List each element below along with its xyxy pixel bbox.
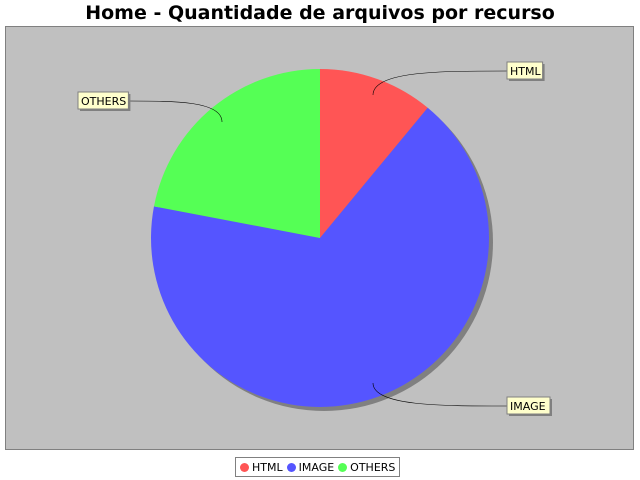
pie-label-text: HTML — [510, 65, 541, 78]
pie-label-image: IMAGE — [372, 382, 552, 416]
pie-slice-html — [320, 69, 428, 238]
legend-label: OTHERS — [350, 460, 396, 474]
chart-title: Home - Quantidade de arquivos por recurs… — [85, 2, 555, 24]
leader-line — [372, 382, 508, 407]
legend-item-html: HTML — [240, 461, 283, 474]
legend: HTML IMAGE OTHERS — [235, 457, 401, 477]
pie-label-text: OTHERS — [81, 95, 126, 108]
legend-label: IMAGE — [298, 460, 335, 474]
legend-swatch — [240, 462, 249, 472]
legend-item-others: OTHERS — [338, 461, 395, 474]
pie-slice-image — [150, 107, 490, 407]
pie-label-html: HTML — [372, 61, 545, 96]
leader-line — [128, 100, 223, 123]
pie-label-others: OTHERS — [77, 91, 223, 123]
legend-item-image: IMAGE — [286, 460, 335, 474]
leader-line — [372, 70, 508, 96]
legend-swatch — [338, 462, 348, 472]
legend-label: HTML — [252, 460, 283, 474]
legend-swatch — [286, 462, 296, 472]
pie-slice-others — [153, 69, 320, 238]
pie-label-text: IMAGE — [510, 400, 546, 413]
